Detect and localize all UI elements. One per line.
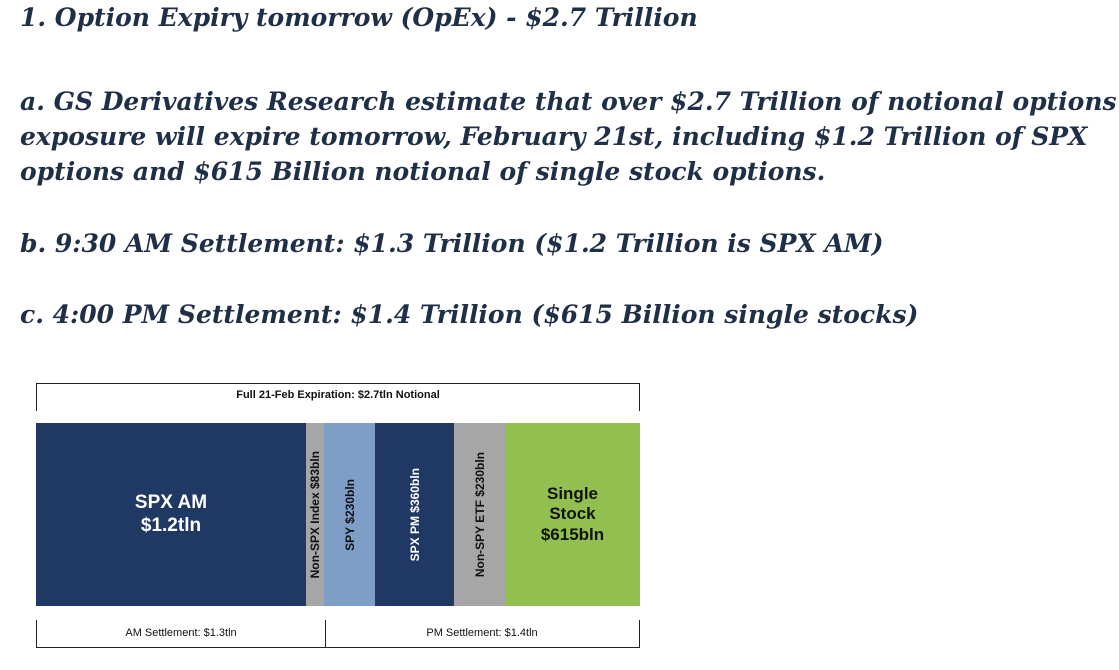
segment-spx-am: SPX AM $1.2tln	[36, 423, 306, 606]
segment-single-stock: Single Stock $615bln	[505, 423, 640, 606]
point-b: b. 9:30 AM Settlement: $1.3 Trillion ($1…	[20, 229, 884, 258]
segment-spy: SPY $230bln	[324, 423, 375, 606]
section-heading: 1. Option Expiry tomorrow (OpEx) - $2.7 …	[20, 3, 698, 32]
pm-settlement-bracket: PM Settlement: $1.4tln	[325, 620, 640, 648]
am-settlement-bracket: AM Settlement: $1.3tln	[36, 620, 326, 648]
single-stock-label-1: Single	[546, 483, 598, 503]
full-expiration-bracket: Full 21-Feb Expiration: $2.7tln Notional	[36, 383, 640, 411]
segment-non-spx-index: Non-SPX Index $83bln	[306, 423, 324, 606]
spy-label: SPY $230bln	[342, 478, 357, 551]
point-c: c. 4:00 PM Settlement: $1.4 Trillion ($6…	[20, 300, 919, 329]
am-settlement-label: AM Settlement: $1.3tln	[125, 627, 237, 639]
point-a-line-2: exposure will expire tomorrow, February …	[20, 122, 1088, 151]
spx-am-value: $1.2tln	[140, 514, 202, 536]
point-a-line-1: a. GS Derivatives Research estimate that…	[20, 87, 1117, 116]
spx-am-label: SPX AM	[134, 491, 208, 513]
point-a-line-3: options and $615 Billion notional of sin…	[20, 157, 826, 186]
non-spy-etf-label: Non-SPY ETF $230bln	[472, 451, 487, 578]
single-stock-label-2: Stock	[549, 504, 596, 524]
spx-pm-label: SPX PM $360bln	[407, 467, 422, 562]
segment-spx-pm: SPX PM $360bln	[375, 423, 454, 606]
segment-non-spy-etf: Non-SPY ETF $230bln	[454, 423, 505, 606]
pm-settlement-label: PM Settlement: $1.4tln	[426, 627, 538, 639]
single-stock-value: $615bln	[540, 524, 605, 544]
non-spx-index-label: Non-SPX Index $83bln	[308, 450, 322, 579]
full-expiration-label: Full 21-Feb Expiration: $2.7tln Notional	[236, 389, 440, 401]
